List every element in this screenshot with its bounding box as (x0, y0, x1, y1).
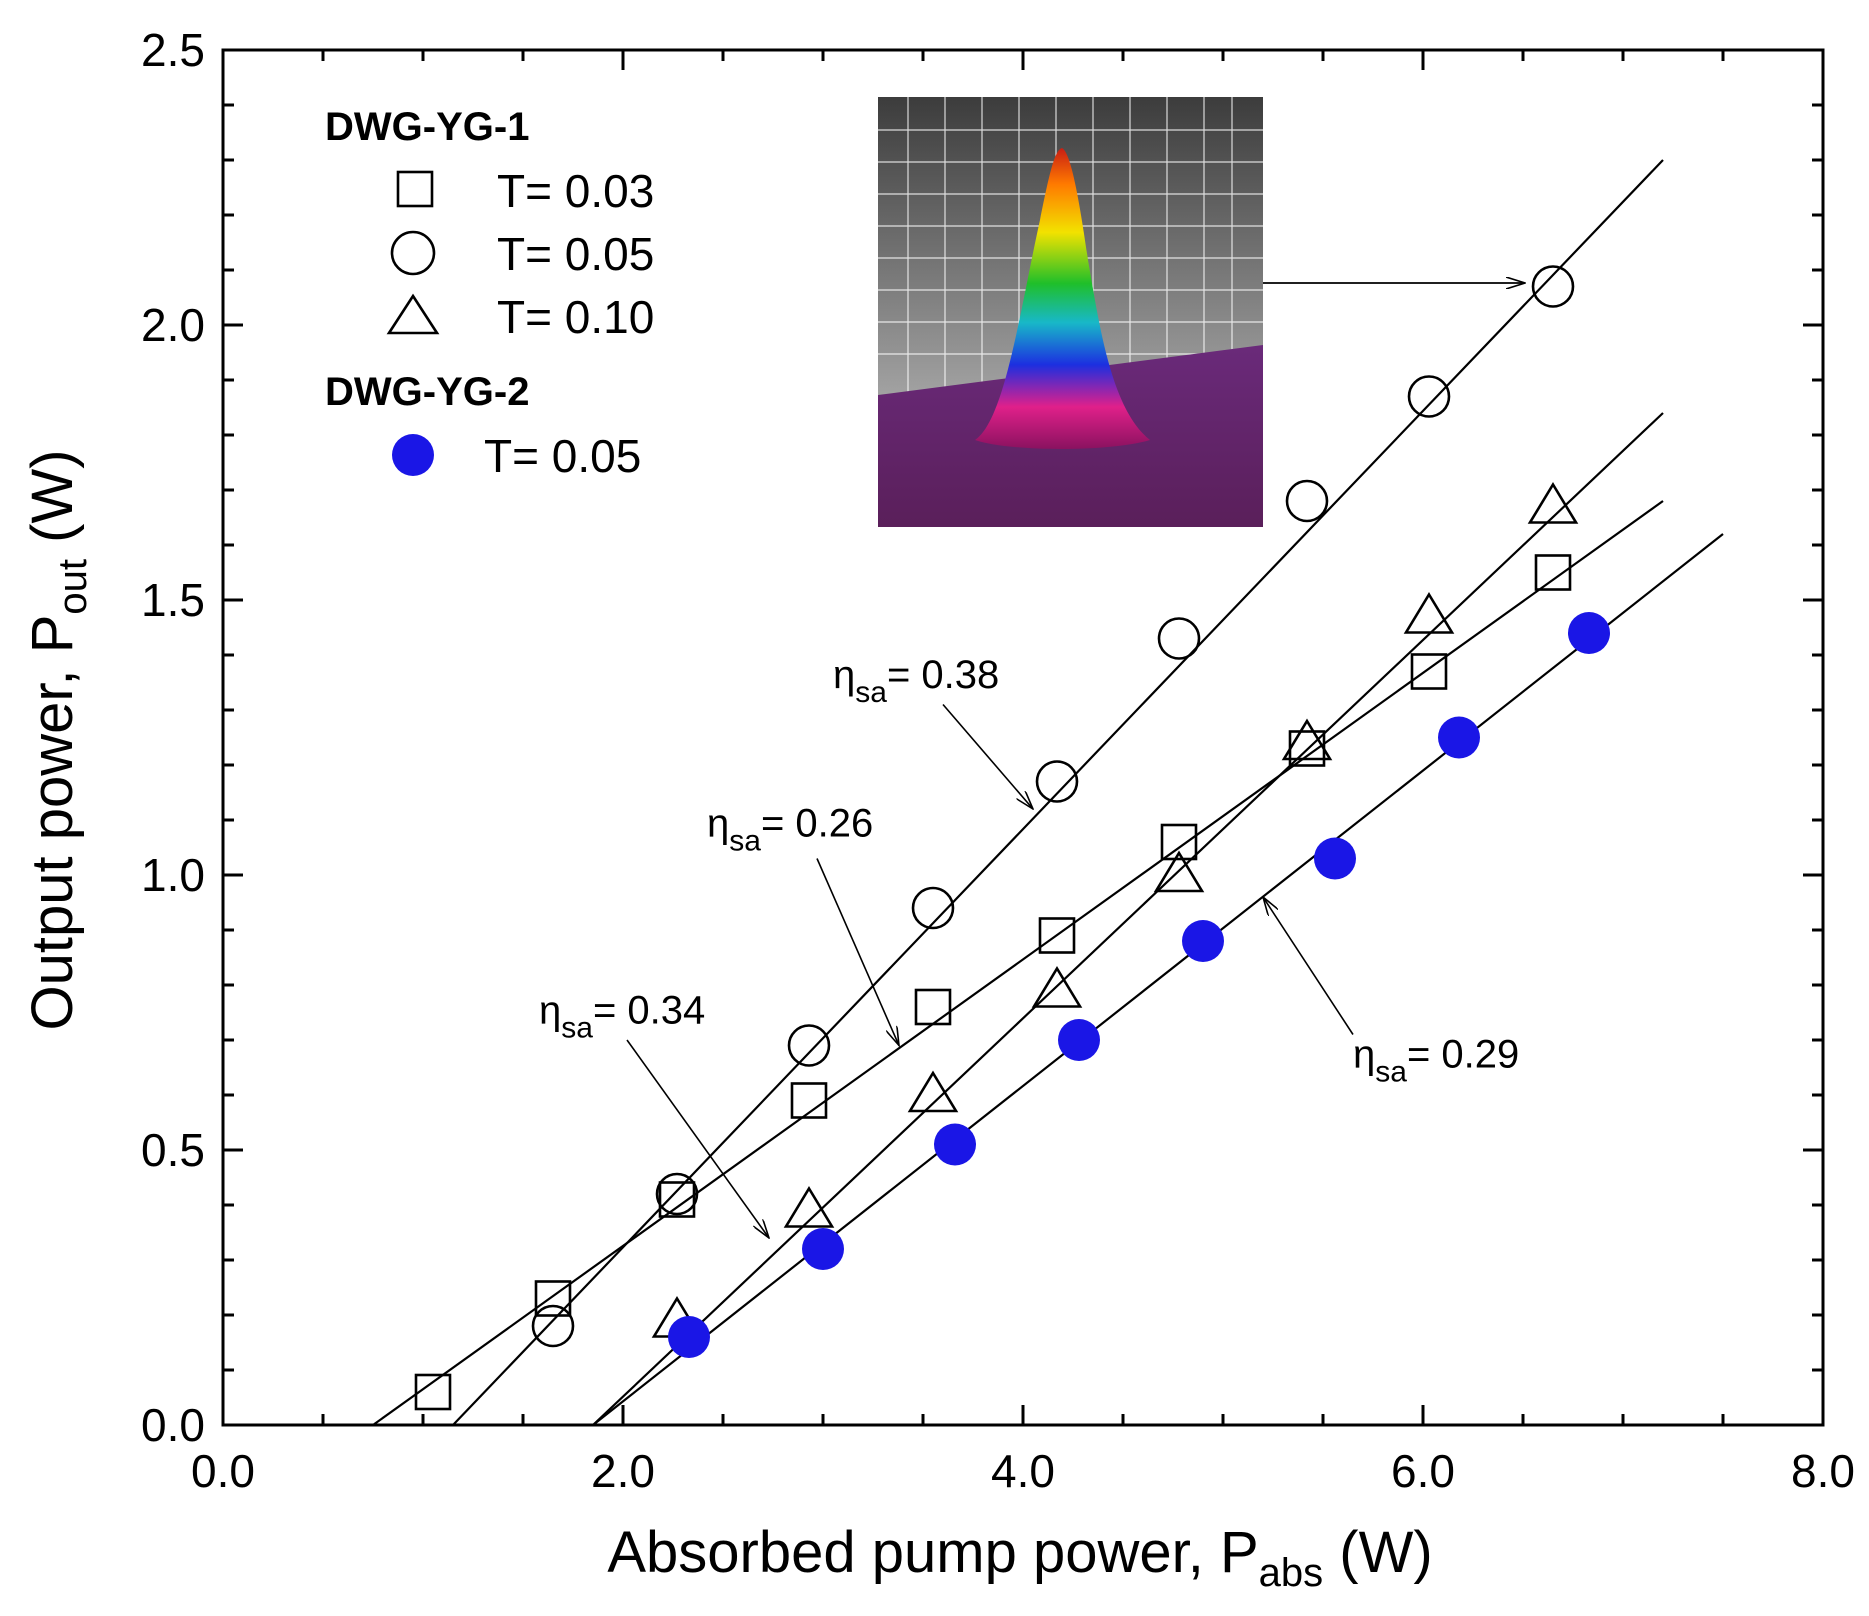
legend-group-1-title: DWG-YG-1 (325, 105, 529, 149)
y-axis-title: Output power, Pout (W) (20, 449, 95, 1030)
legend-label-t003: T= 0.03 (497, 165, 654, 217)
legend-label-t010: T= 0.10 (497, 291, 654, 343)
fit-lines (372, 159, 1724, 1426)
fit-line (452, 159, 1664, 1426)
fit-line (592, 533, 1724, 1426)
circle-point (787, 1024, 831, 1067)
filled-circle-point (668, 1316, 710, 1358)
x-tick-label: 4.0 (991, 1445, 1055, 1497)
filled-circle-point (1438, 716, 1480, 759)
y-tick-label: 0.0 (141, 1399, 205, 1451)
triangle-point (1403, 591, 1455, 634)
x-tick-label: 8.0 (1791, 1445, 1855, 1497)
triangle-point (1031, 965, 1083, 1008)
y-tick-label: 2.0 (141, 299, 205, 351)
legend-label-yg2-t005: T= 0.05 (484, 430, 641, 482)
filled-circle-point (1182, 920, 1224, 962)
y-tick-label: 0.5 (141, 1124, 205, 1176)
x-tick-label: 2.0 (591, 1445, 655, 1497)
slope-arrow (626, 1039, 769, 1238)
legend-circle-marker (390, 230, 436, 276)
circle-point (1531, 265, 1575, 308)
slope-label: ηsa= 0.26 (707, 802, 873, 858)
circle-point (1285, 479, 1329, 523)
square-point (414, 1373, 452, 1411)
filled-circle-point (802, 1228, 844, 1270)
slope-label: ηsa= 0.38 (833, 653, 999, 709)
slope-annotations: ηsa= 0.38 ηsa= 0.26 ηsa= 0.34 ηsa= 0.29 (539, 653, 1519, 1238)
slope-label: ηsa= 0.34 (539, 989, 705, 1045)
square-point (1534, 554, 1572, 591)
square-point (1410, 653, 1448, 690)
x-axis-title: Absorbed pump power, Pabs (W) (607, 1520, 1432, 1595)
circle-point (911, 886, 955, 930)
x-tick-label: 0.0 (191, 1445, 255, 1497)
x-tick-label: 6.0 (1391, 1445, 1455, 1497)
triangle-point (1153, 850, 1205, 893)
filled-circle-point (1568, 612, 1610, 654)
triangle-point (907, 1070, 959, 1113)
triangle-point (1527, 481, 1579, 524)
legend-filled-circle-marker (392, 434, 434, 476)
circle-point (1407, 375, 1451, 418)
square-point (534, 1280, 572, 1317)
circle-point (531, 1304, 575, 1348)
filled-circle-point (1314, 837, 1356, 880)
filled-circle-point (934, 1123, 976, 1166)
y-tick-label: 1.5 (141, 574, 205, 626)
slope-label: ηsa= 0.29 (1353, 1033, 1519, 1089)
square-point (914, 988, 952, 1026)
fit-line (372, 500, 1664, 1426)
triangle-point (1281, 718, 1333, 761)
legend: DWG-YG-1 T= 0.03 T= 0.05 T= 0.10 DWG-YG-… (325, 105, 654, 482)
square-point (1038, 917, 1076, 954)
axis-ticks (221, 48, 1825, 1427)
slope-arrow (816, 858, 899, 1046)
y-tick-label: 1.0 (141, 849, 205, 901)
legend-group-2-title: DWG-YG-2 (325, 370, 529, 414)
square-point (1160, 823, 1198, 861)
data-markers (414, 265, 1610, 1411)
square-point (658, 1181, 696, 1218)
beam-profile-inset (878, 97, 1263, 527)
legend-triangle-marker (386, 293, 440, 335)
slope-arrow (1263, 897, 1354, 1035)
triangle-point (783, 1185, 835, 1228)
circle-point (1157, 617, 1201, 660)
circle-point (655, 1172, 699, 1216)
legend-label-t005: T= 0.05 (497, 228, 654, 280)
fit-line (592, 412, 1664, 1426)
slope-arrow (942, 703, 1033, 810)
tick-labels: 0.0 2.0 4.0 6.0 8.0 0.0 0.5 1.0 1.5 2.0 2.5 (141, 24, 1855, 1497)
filled-circle-point (1058, 1019, 1100, 1061)
circle-point (1035, 760, 1079, 803)
square-point (790, 1082, 828, 1119)
legend-square-marker (396, 170, 434, 208)
y-tick-label: 2.5 (141, 24, 205, 76)
